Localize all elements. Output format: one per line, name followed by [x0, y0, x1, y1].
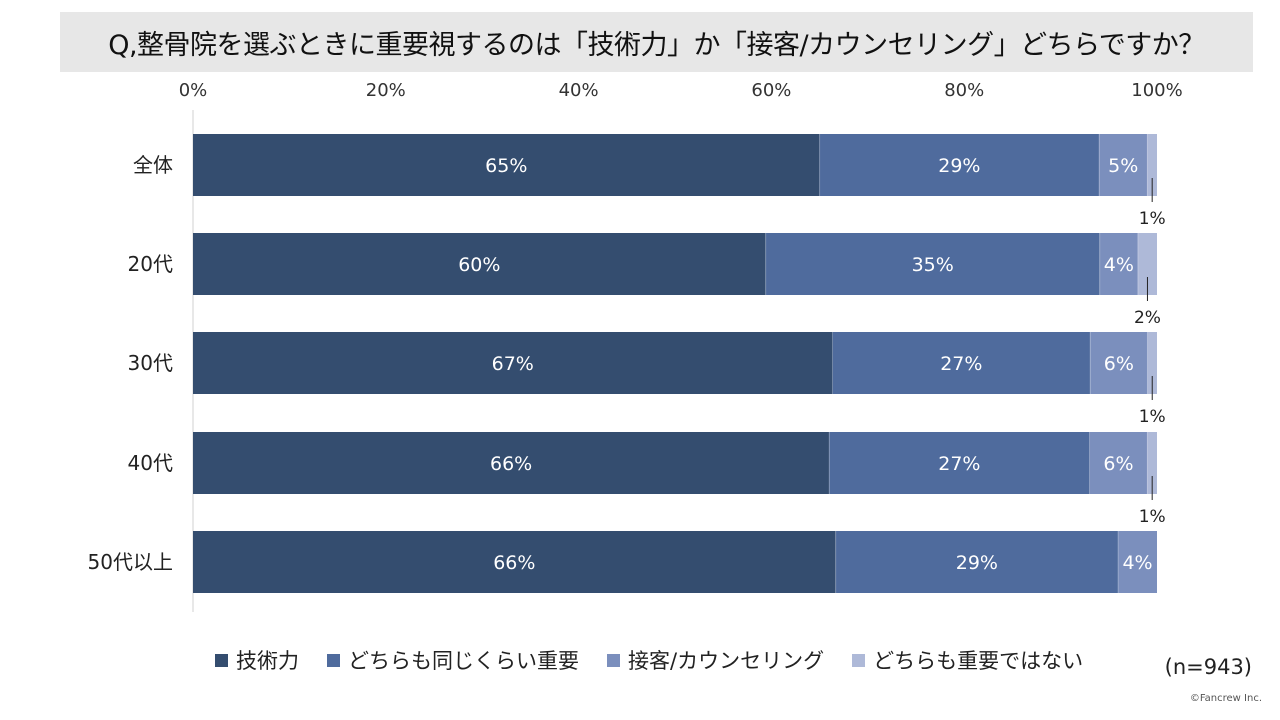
bar-segment [193, 134, 820, 196]
data-label: 35% [912, 254, 954, 276]
category-label: 50代以上 [88, 550, 173, 574]
bar-segment [829, 432, 1090, 494]
bar-segment [193, 432, 830, 494]
data-label: 29% [938, 155, 980, 177]
category-label: 20代 [128, 252, 173, 276]
data-label-callout: 2% [1134, 308, 1161, 328]
bar-segment [1099, 233, 1138, 295]
legend: 技術力 どちらも同じくらい重要 接客/カウンセリング どちらも重要ではない [215, 645, 1083, 675]
bar-segment [819, 134, 1100, 196]
legend-swatch-both-important [327, 653, 340, 667]
data-label: 29% [956, 552, 998, 574]
x-tick-label: 60% [751, 80, 791, 101]
x-tick-label: 80% [944, 80, 984, 101]
data-label: 6% [1103, 453, 1133, 475]
chart-title-bar: Q,整骨院を選ぶときに重要視するのは「技術力」か「接客/カウンセリング」どちらで… [60, 12, 1253, 72]
data-label: 4% [1122, 552, 1152, 574]
bar-segment [765, 233, 1100, 295]
category-label: 40代 [128, 451, 173, 475]
bar-segment [193, 531, 836, 593]
x-tick-label: 0% [179, 80, 208, 101]
sample-size-label: (n=943) [1164, 655, 1252, 679]
data-label: 4% [1104, 254, 1134, 276]
stacked-bar-chart: 0% 20% 40% 60% 80% 100% 全体 65% 29% 5% 1% 20代 60% 35% 4… [88, 80, 1183, 612]
x-tick-label: 40% [559, 80, 599, 101]
legend-label-both-important: どちらも同じくらい重要 [348, 649, 579, 673]
data-label: 27% [940, 353, 982, 375]
legend-label-neither: どちらも重要ではない [873, 649, 1084, 673]
bar-segment [1137, 233, 1157, 295]
chart-title: Q,整骨院を選ぶときに重要視するのは「技術力」か「接客/カウンセリング」どちらで… [108, 29, 1205, 61]
legend-item-service: 接客/カウンセリング [607, 645, 824, 675]
bar-segment [193, 233, 766, 295]
legend-label-skill: 技術力 [236, 649, 299, 673]
data-label: 66% [493, 552, 535, 574]
data-label-callout: 1% [1139, 209, 1166, 229]
bar-segment [1118, 531, 1157, 593]
bar-segment [1099, 134, 1148, 196]
data-label: 27% [938, 453, 980, 475]
bar-segment [1090, 332, 1148, 394]
x-tick-label: 100% [1131, 80, 1182, 101]
data-label: 66% [490, 453, 532, 475]
legend-item-neither: どちらも重要ではない [852, 645, 1083, 675]
data-label: 65% [485, 155, 527, 177]
legend-label-service: 接客/カウンセリング [628, 649, 825, 673]
bar-segment [1147, 332, 1157, 394]
bar-segment [1089, 432, 1148, 494]
data-label: 5% [1108, 155, 1138, 177]
bar-segment [835, 531, 1119, 593]
data-label: 6% [1104, 353, 1134, 375]
legend-item-skill: 技術力 [215, 645, 299, 675]
legend-swatch-service [607, 653, 620, 667]
data-label-callout: 1% [1139, 407, 1166, 427]
copyright-text: ©Fancrew Inc. [1189, 693, 1262, 704]
bar-segment [832, 332, 1091, 394]
x-tick-label: 20% [366, 80, 406, 101]
bar-segment [1147, 134, 1157, 196]
category-label: 全体 [133, 153, 173, 177]
bar-segment [193, 332, 833, 394]
data-label: 60% [458, 254, 500, 276]
legend-swatch-neither [852, 653, 866, 667]
bar-segment [1147, 432, 1157, 494]
data-label: 67% [492, 353, 534, 375]
category-label: 30代 [128, 351, 173, 375]
legend-swatch-skill [215, 653, 228, 667]
legend-item-both-important: どちらも同じくらい重要 [327, 645, 579, 675]
data-label-callout: 1% [1139, 507, 1166, 527]
